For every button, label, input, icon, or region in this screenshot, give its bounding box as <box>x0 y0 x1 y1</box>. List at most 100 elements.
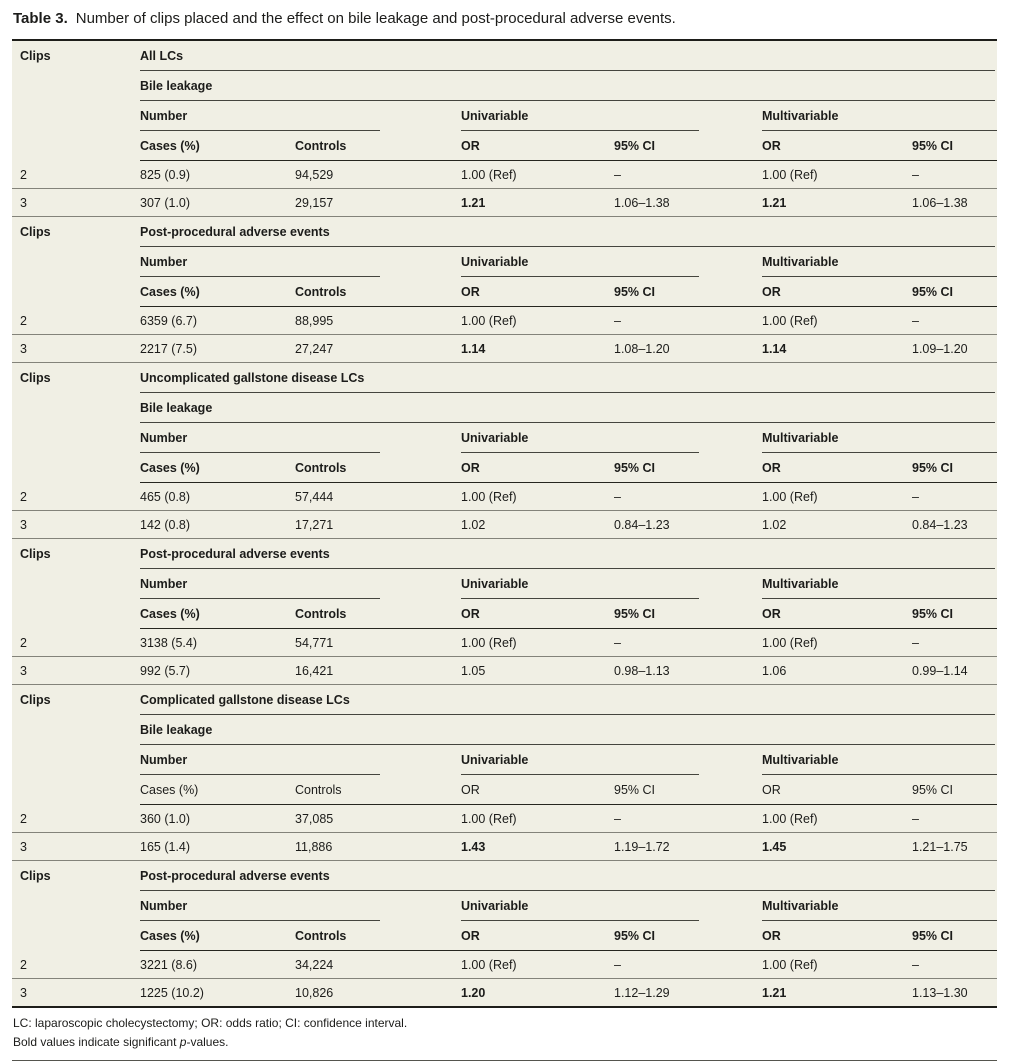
univariable-group-header: Univariable <box>461 247 762 277</box>
ci-univariable-cell: – <box>614 628 762 657</box>
ci-multivariable-cell: 1.13–1.30 <box>912 978 998 1008</box>
clips-cell: 2 <box>12 160 140 189</box>
cases-cell: 3221 (8.6) <box>140 950 295 979</box>
clips-column-header: Clips <box>20 225 51 239</box>
outcome-underline: Bile leakage <box>140 71 996 101</box>
group-header-row: Number Univariable Multivariable <box>12 101 998 131</box>
cases-cell: 2217 (7.5) <box>140 334 295 363</box>
group-header-row: Number Univariable Multivariable <box>12 745 998 775</box>
ci-multivariable-cell: – <box>912 950 998 979</box>
or-multivariable-cell: 1.00 (Ref) <box>762 160 912 189</box>
controls-cell: 88,995 <box>295 306 461 335</box>
ci-multivariable-cell: – <box>912 160 998 189</box>
number-group-header: Number <box>140 423 461 453</box>
bold-significance-note: Bold values indicate significant p-value… <box>13 1035 229 1049</box>
clips-cell: 3 <box>12 188 140 217</box>
column-header-row: Cases (%) Controls OR 95% CI OR 95% CI <box>12 453 998 483</box>
outcome-title: Bile leakage <box>140 79 213 93</box>
controls-cell: 57,444 <box>295 482 461 511</box>
clips-cell: 3 <box>12 334 140 363</box>
section-uncomplicated-bile-leakage: Clips Uncomplicated gallstone disease LC… <box>12 363 998 539</box>
or-univariable-cell: 1.00 (Ref) <box>461 160 614 189</box>
or-multivariable-cell: 1.21 <box>762 978 912 1008</box>
p-value-symbol: p <box>179 1035 187 1049</box>
controls-cell: 34,224 <box>295 950 461 979</box>
controls-cell: 11,886 <box>295 832 461 861</box>
cases-cell: 165 (1.4) <box>140 832 295 861</box>
ci-univariable-header: 95% CI <box>614 599 762 629</box>
outcome-title: Post-procedural adverse events <box>140 225 330 239</box>
ci-multivariable-cell: – <box>912 804 998 833</box>
table-footnotes: LC: laparoscopic cholecystectomy; OR: od… <box>13 1015 997 1051</box>
ci-multivariable-cell: 0.99–1.14 <box>912 656 998 685</box>
ci-multivariable-header: 95% CI <box>912 599 998 629</box>
ci-univariable-header: 95% CI <box>614 453 762 483</box>
cases-cell: 142 (0.8) <box>140 510 295 539</box>
outcome-title-cell: Post-procedural adverse events <box>140 217 997 247</box>
or-multivariable-cell: 1.00 (Ref) <box>762 628 912 657</box>
clips-cell: 3 <box>12 510 140 539</box>
ci-univariable-cell: 1.12–1.29 <box>614 978 762 1008</box>
controls-header: Controls <box>295 131 461 161</box>
ci-univariable-cell: 0.84–1.23 <box>614 510 762 539</box>
ci-multivariable-cell: 1.21–1.75 <box>912 832 998 861</box>
number-group-header: Number <box>140 569 461 599</box>
or-univariable-header: OR <box>461 921 614 951</box>
table-row: 3 165 (1.4) 11,886 1.43 1.19–1.72 1.45 1… <box>12 832 998 861</box>
section-title-row: Clips All LCs <box>12 40 997 71</box>
or-univariable-cell: 1.00 (Ref) <box>461 482 614 511</box>
column-header-row: Cases (%) Controls OR 95% CI OR 95% CI <box>12 131 998 161</box>
or-univariable-header: OR <box>461 131 614 161</box>
outcome-row: Clips Post-procedural adverse events <box>12 861 997 891</box>
column-header-row: Cases (%) Controls OR 95% CI OR 95% CI <box>12 775 998 805</box>
outcome-title-cell: Bile leakage <box>140 71 997 101</box>
or-multivariable-cell: 1.02 <box>762 510 912 539</box>
abbreviations-note: LC: laparoscopic cholecystectomy; OR: od… <box>13 1016 408 1030</box>
section-title: Uncomplicated gallstone disease LCs <box>140 371 365 385</box>
section-title-row: Clips Complicated gallstone disease LCs <box>12 685 997 715</box>
outcome-row: Bile leakage <box>12 393 997 423</box>
outcome-title: Bile leakage <box>140 723 213 737</box>
ci-univariable-cell: – <box>614 804 762 833</box>
section-title-underline: All LCs <box>140 41 996 71</box>
or-multivariable-cell: 1.14 <box>762 334 912 363</box>
section-title: Complicated gallstone disease LCs <box>140 693 350 707</box>
table-caption-text: Number of clips placed and the effect on… <box>75 10 676 27</box>
table-row: 2 465 (0.8) 57,444 1.00 (Ref) – 1.00 (Re… <box>12 482 998 511</box>
or-multivariable-cell: 1.00 (Ref) <box>762 482 912 511</box>
ci-multivariable-cell: 1.06–1.38 <box>912 188 998 217</box>
ci-univariable-cell: – <box>614 306 762 335</box>
outcome-title: Post-procedural adverse events <box>140 547 330 561</box>
univariable-group-header: Univariable <box>461 101 762 131</box>
or-multivariable-cell: 1.00 (Ref) <box>762 950 912 979</box>
or-univariable-header: OR <box>461 599 614 629</box>
clips-cell: 2 <box>12 628 140 657</box>
ci-univariable-header: 95% CI <box>614 277 762 307</box>
univariable-group-header: Univariable <box>461 423 762 453</box>
table-row: 3 307 (1.0) 29,157 1.21 1.06–1.38 1.21 1… <box>12 188 998 217</box>
clips-column-header: Clips <box>20 49 51 63</box>
or-univariable-cell: 1.00 (Ref) <box>461 804 614 833</box>
ci-univariable-header: 95% CI <box>614 921 762 951</box>
results-table: Clips All LCs Bile leakage Number Univar… <box>12 39 998 1008</box>
table-row: 3 2217 (7.5) 27,247 1.14 1.08–1.20 1.14 … <box>12 334 998 363</box>
ci-multivariable-header: 95% CI <box>912 921 998 951</box>
outcome-title-cell: Bile leakage <box>140 393 997 423</box>
number-group-header: Number <box>140 891 461 921</box>
or-univariable-cell: 1.02 <box>461 510 614 539</box>
multivariable-group-header: Multivariable <box>762 101 998 131</box>
section-uncomplicated-adverse-events: Clips Post-procedural adverse events Num… <box>12 539 998 685</box>
or-univariable-cell: 1.05 <box>461 656 614 685</box>
clips-column-header: Clips <box>20 693 51 707</box>
controls-header: Controls <box>295 921 461 951</box>
controls-header: Controls <box>295 453 461 483</box>
ci-multivariable-header: 95% CI <box>912 277 998 307</box>
or-multivariable-header: OR <box>762 277 912 307</box>
table-row: 2 3221 (8.6) 34,224 1.00 (Ref) – 1.00 (R… <box>12 950 998 979</box>
controls-cell: 37,085 <box>295 804 461 833</box>
or-univariable-cell: 1.00 (Ref) <box>461 950 614 979</box>
cases-header: Cases (%) <box>140 775 295 805</box>
outcome-row: Bile leakage <box>12 71 997 101</box>
ci-univariable-cell: – <box>614 160 762 189</box>
